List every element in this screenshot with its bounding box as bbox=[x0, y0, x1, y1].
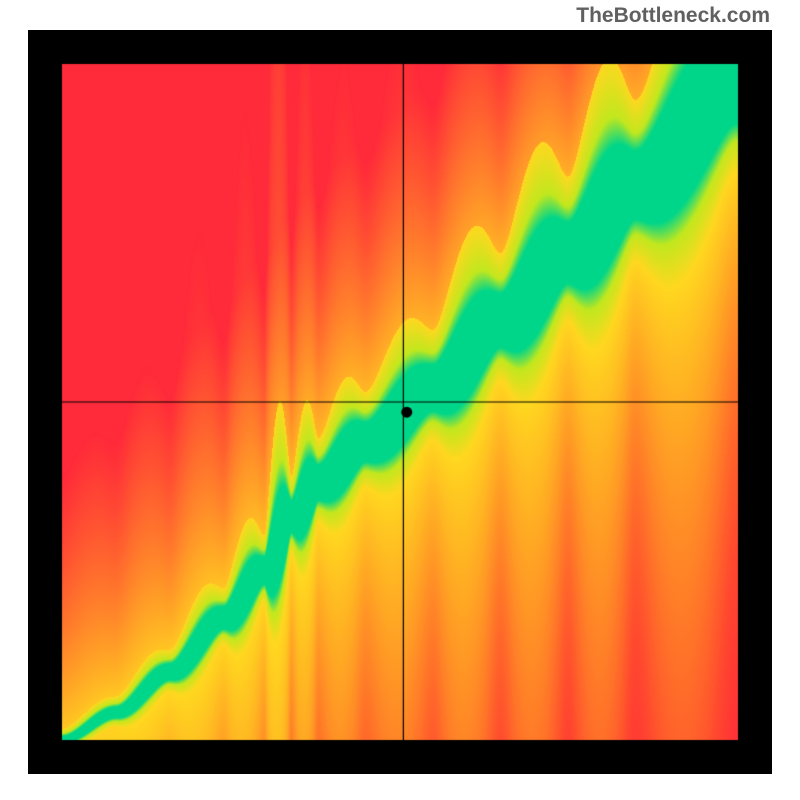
heatmap-canvas bbox=[28, 30, 772, 774]
attribution-text: TheBottleneck.com bbox=[576, 4, 770, 28]
plot-area bbox=[28, 30, 772, 774]
heatmap-canvas-wrap bbox=[28, 30, 772, 774]
figure-container: TheBottleneck.com bbox=[0, 0, 800, 800]
